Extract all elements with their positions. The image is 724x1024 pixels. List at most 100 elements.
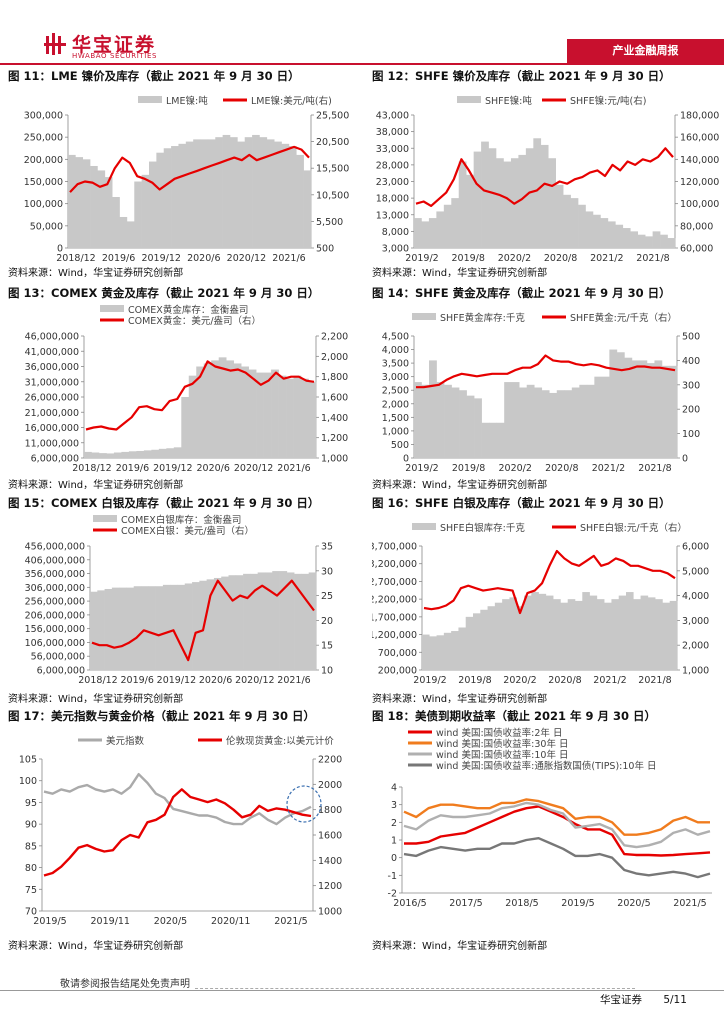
inventory-bar (281, 143, 290, 248)
inventory-bar (585, 211, 594, 248)
inventory-bar (549, 392, 558, 458)
x-tick-label: 2016/5 (393, 898, 426, 909)
inventory-bar (473, 613, 481, 670)
inventory-bar (575, 600, 583, 670)
y-tick-label: 3,500 (382, 359, 409, 370)
inventory-bar (149, 161, 157, 248)
x-tick-label: 2020/12 (235, 675, 274, 686)
y-tick-label: 2,200,000 (372, 595, 417, 606)
inventory-bar (133, 586, 142, 670)
inventory-bar (496, 422, 505, 458)
highlight-circle (286, 785, 322, 823)
y-tick-label: 300,000 (24, 111, 63, 122)
inventory-bar (166, 448, 175, 458)
inventory-bar (235, 575, 244, 670)
inventory-bar (148, 586, 156, 670)
figure-source: 资料来源：Wind，华宝证券研究创新部 (372, 941, 548, 952)
inventory-bar (308, 381, 317, 458)
y2-tick-label: 500 (316, 244, 334, 255)
figure-title: 图 16：SHFE 白银及库存（截止 2021 年 9 月 30 日） (372, 496, 671, 510)
x-tick-label: 2018/5 (505, 898, 538, 909)
inventory-bar (141, 174, 150, 248)
inventory-bar (451, 631, 459, 670)
inventory-bar (158, 448, 167, 458)
inventory-bar (226, 360, 234, 458)
inventory-bar (607, 221, 616, 248)
y2-tick-label: 1600 (318, 831, 342, 842)
y2-tick-label: 400 (682, 356, 700, 367)
inventory-bar (645, 236, 653, 248)
y2-tick-label: 25,500 (316, 111, 349, 122)
y-tick-label: 2,500 (382, 386, 409, 397)
inventory-bar (222, 134, 231, 248)
inventory-bar (192, 582, 200, 670)
y-tick-label: 26,000,000 (25, 393, 79, 404)
x-tick-label: 2021/5 (274, 916, 307, 927)
inventory-bar (615, 224, 624, 248)
inventory-bar (181, 397, 190, 458)
footer-company: 华宝证券 (600, 994, 642, 1006)
y2-tick-label: 10 (321, 666, 333, 677)
inventory-bar (488, 148, 497, 248)
inventory-bar (177, 584, 186, 670)
inventory-bar (126, 221, 135, 248)
inventory-bar (97, 170, 106, 248)
y-tick-label: 21,000,000 (25, 408, 79, 419)
y-tick-label: 250,000 (24, 133, 63, 144)
inventory-bar (113, 452, 122, 458)
y2-tick-label: 1,000 (321, 454, 348, 465)
x-tick-label: 2019/11 (91, 916, 130, 927)
inventory-bar (451, 198, 460, 248)
y2-tick-label: 20 (321, 616, 333, 627)
inventory-bar (278, 375, 287, 458)
legend-label: wind 美国:国债收益率:10年 日 (436, 749, 569, 761)
inventory-bar (609, 349, 618, 458)
chart-lme-nickel: LME镍:吨 LME镍:美元/吨(右) 300,000 250,000 200,000 1… (24, 95, 350, 264)
x-tick-label: 2020/8 (548, 675, 581, 686)
y-tick-label: 85 (25, 841, 37, 852)
inventory-bar (294, 573, 302, 670)
inventory-bar (458, 161, 467, 248)
inventory-bar (264, 572, 273, 670)
x-tick-label: 2018/12 (78, 675, 117, 686)
figure-source: 资料来源：Wind，华宝证券研究创新部 (8, 268, 184, 279)
y2-tick-label: 100,000 (680, 199, 719, 210)
inventory-bar (207, 139, 216, 248)
inventory-bar (451, 387, 460, 458)
inventory-bar (592, 214, 601, 248)
inventory-bar (518, 154, 527, 248)
y2-tick-label: 200 (682, 405, 700, 416)
y2-tick-label: 4,000 (682, 591, 709, 602)
inventory-bar (652, 231, 661, 248)
inventory-bar (162, 584, 171, 670)
y2-tick-label: 1200 (318, 881, 342, 892)
inventory-bar (570, 198, 579, 248)
inventory-bar (601, 376, 610, 458)
x-tick-label: 2021/6 (277, 675, 310, 686)
inventory-bar (647, 597, 656, 670)
inventory-bar (622, 228, 631, 248)
inventory-bar (272, 571, 280, 670)
y2-tick-label: 80,000 (680, 221, 713, 232)
inventory-bar (119, 216, 128, 248)
inventory-bar (428, 218, 437, 248)
inventory-bar (669, 600, 678, 670)
inventory-bar (244, 137, 253, 248)
inventory-bar (640, 595, 649, 670)
figure-title: 图 15：COMEX 白银及库存（截止 2021 年 9 月 30 日） (8, 496, 320, 510)
inventory-bar (538, 593, 547, 670)
y2-tick-label: 1,200 (321, 433, 348, 444)
inventory-bar (91, 452, 100, 458)
y-tick-label: 150,000 (24, 177, 63, 188)
y-tick-label: 1,700,000 (372, 612, 417, 623)
brand-name-en: HWABAO SECURITIES (72, 52, 158, 60)
x-tick-label: 2020/12 (234, 463, 273, 474)
report-type-badge: 产业金融周报 (567, 39, 724, 63)
price-line (91, 579, 315, 662)
x-tick-label: 2021/8 (638, 675, 671, 686)
inventory-bar (429, 636, 437, 670)
inventory-bar (503, 161, 512, 248)
inventory-bar (563, 194, 571, 248)
inventory-bar (184, 583, 193, 670)
legend-label: COMEX黄金库存：金衡盎司 (128, 304, 248, 316)
